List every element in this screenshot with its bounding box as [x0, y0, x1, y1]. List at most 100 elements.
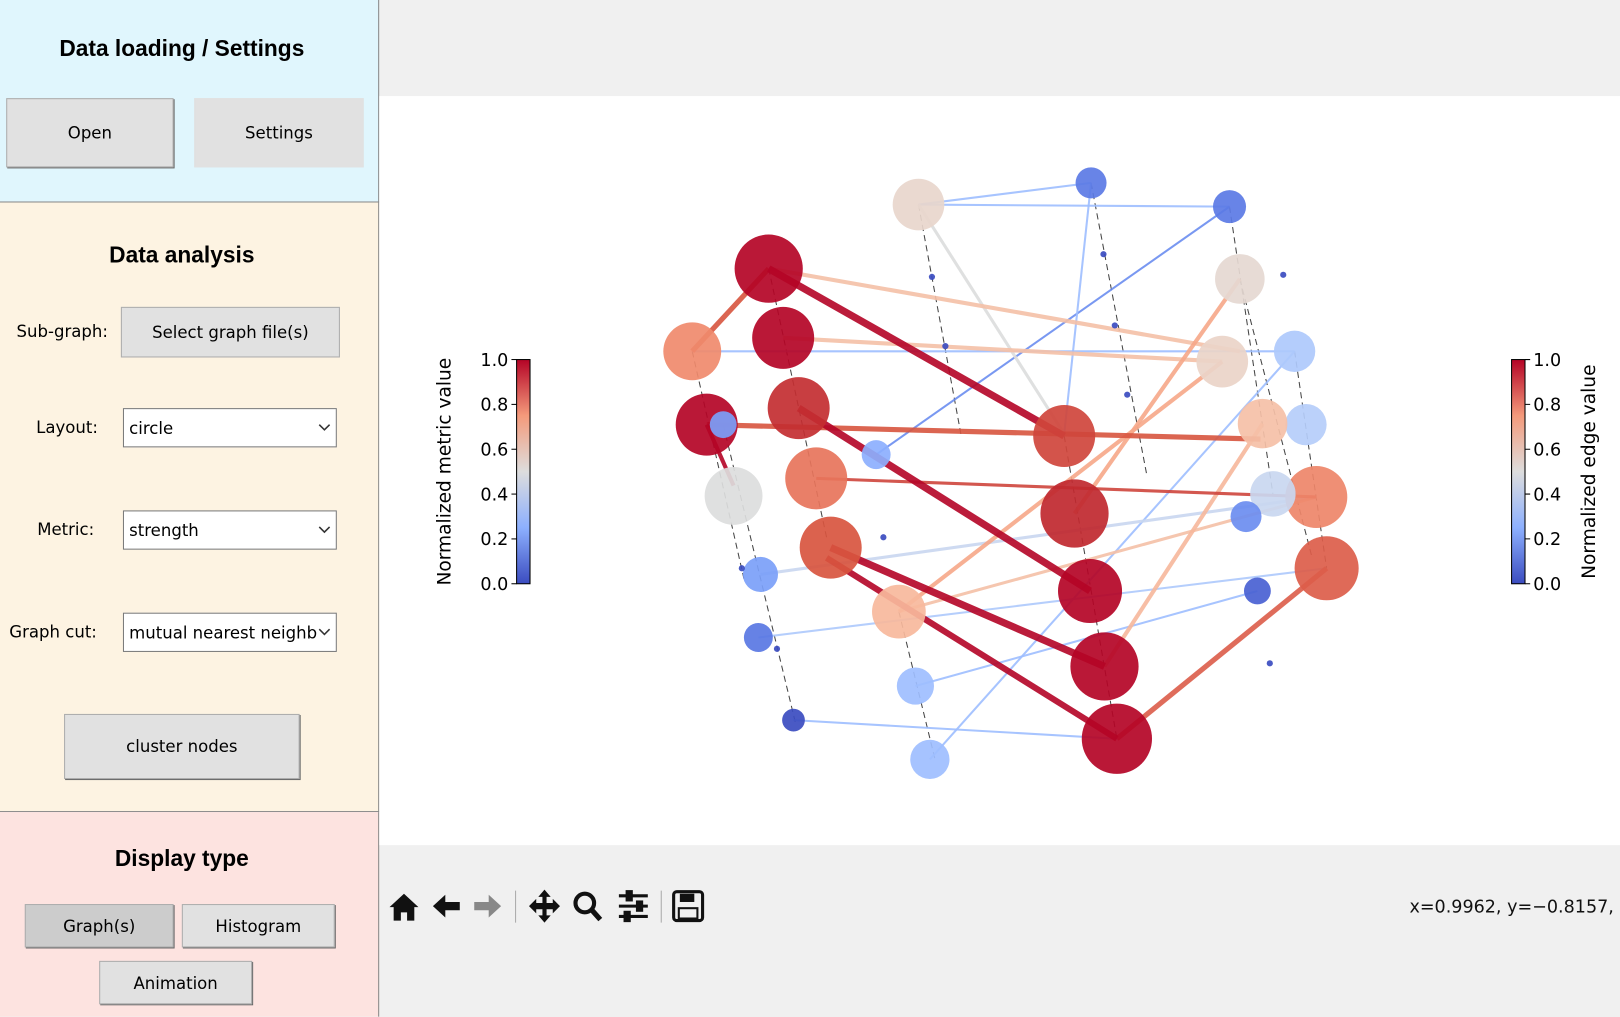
colorbar-tick-label: 0.0 [480, 575, 508, 595]
graph-node [1124, 391, 1131, 398]
graph-edge [829, 544, 1106, 670]
graph-node [743, 623, 773, 652]
cluster-button[interactable]: cluster nodes [64, 713, 300, 780]
histogram-button[interactable]: Histogram [181, 904, 335, 948]
colorbar-tick-label: 0.4 [1533, 485, 1561, 505]
graph-node [782, 708, 805, 732]
panel-title: Data loading / Settings [59, 35, 305, 61]
panel-title: Data analysis [109, 241, 255, 268]
dropdown-arrow [318, 424, 331, 431]
graph-node [1100, 251, 1107, 258]
graph-cut-select[interactable]: mutual nearest neighb [122, 612, 337, 652]
colorbar-label: Normalized edge value [1579, 364, 1600, 578]
colorbar-tick-label: 0.4 [480, 485, 508, 505]
graph-edge [758, 567, 1327, 639]
graph-cut-label: Graph cut: [9, 621, 97, 642]
subgraph-label: Sub-graph: [16, 321, 108, 341]
zoom-icon-handle [590, 908, 603, 922]
coordinates: x=0.9962, y=−0.8157, [1409, 897, 1613, 917]
panel-title: Display type [114, 845, 249, 871]
graph-node [1070, 632, 1139, 701]
graph-node [1111, 322, 1118, 329]
graph-edge [768, 266, 1241, 354]
graph-edge [918, 181, 1092, 206]
graph-edge [875, 205, 1231, 456]
colorbar [1511, 359, 1526, 585]
select-files-button[interactable]: Select graph file(s) [120, 306, 340, 358]
home-icon[interactable] [389, 893, 419, 921]
colorbar-tick-label: 0.6 [480, 440, 508, 460]
graph-node [1230, 501, 1262, 533]
graph-node [709, 411, 737, 439]
colorbar-tick-label: 0.2 [1533, 530, 1561, 550]
dropdown-arrow [318, 526, 331, 534]
pan-icon[interactable] [528, 889, 560, 923]
graph-node [942, 343, 949, 350]
colorbar-tick-label: 1.0 [480, 351, 508, 371]
colorbar-tick-label: 1.0 [1533, 351, 1561, 371]
graph-node [1250, 471, 1296, 517]
save-icon[interactable] [672, 890, 705, 923]
graph-node [1285, 465, 1348, 528]
graph-node [1285, 403, 1327, 446]
graph-node [1081, 703, 1153, 774]
graph-edge [918, 203, 1230, 208]
graph-node [872, 584, 926, 639]
graph-node [1243, 577, 1271, 605]
layer-link [1294, 351, 1328, 569]
graph-node [663, 322, 722, 381]
back-icon[interactable] [432, 894, 460, 918]
graph-node [892, 178, 945, 231]
configure-icon[interactable] [618, 890, 648, 923]
graph-node [773, 645, 781, 652]
layout-label: Layout: [36, 417, 98, 438]
forward-icon[interactable] [474, 894, 502, 918]
graph-edge [1115, 566, 1329, 741]
graph-node [1212, 190, 1247, 224]
settings-button[interactable]: Settings [194, 98, 364, 168]
loading-panel: Data loading / Settings Open Settings [0, 0, 380, 203]
graph-edge [783, 335, 1223, 364]
colorbar-tick-label: 0.0 [1533, 575, 1561, 595]
graph-node [704, 467, 763, 525]
graph-edge [824, 555, 1119, 742]
layer-link [918, 204, 962, 435]
graph-node [1266, 660, 1273, 667]
layout-select[interactable]: circle [122, 408, 337, 448]
graph-node [1033, 405, 1096, 468]
graph-node [1040, 479, 1109, 548]
metric-select[interactable]: strength [122, 510, 337, 550]
graph-node [1294, 536, 1359, 601]
graph-node [880, 534, 887, 541]
graph-node [742, 556, 778, 593]
zoom-icon[interactable] [573, 891, 597, 915]
metric-label: Metric: [37, 519, 95, 540]
select-value: circle [129, 417, 174, 438]
animation-button[interactable]: Animation [99, 960, 253, 1005]
graph-node [1057, 558, 1123, 624]
graph-button[interactable]: Graph(s) [24, 904, 174, 948]
graph-node [767, 377, 830, 440]
graph-node [861, 440, 891, 470]
layer-link [691, 351, 745, 579]
open-button[interactable]: Open [6, 98, 174, 168]
graph-edge [796, 405, 1092, 595]
colorbar-tick-label: 0.8 [1533, 396, 1561, 416]
graph-edge [917, 203, 1066, 435]
graph-node [1075, 167, 1107, 199]
graph-node [734, 234, 803, 303]
colorbar-tick-label: 0.8 [480, 396, 508, 416]
colorbar-tick-label: 0.6 [1533, 440, 1561, 460]
graph-node [910, 739, 950, 780]
graph-node [1196, 335, 1249, 388]
select-value: strength [129, 520, 199, 540]
graph-edge [929, 350, 1296, 761]
dropdown-arrow [318, 626, 331, 637]
graph-node [1280, 271, 1287, 278]
graph-node [896, 667, 935, 705]
figure-canvas [379, 96, 1620, 846]
analysis-panel: Data analysis Sub-graph: Select graph fi… [0, 202, 380, 813]
colorbar [516, 359, 531, 585]
graph-node [1237, 398, 1288, 449]
